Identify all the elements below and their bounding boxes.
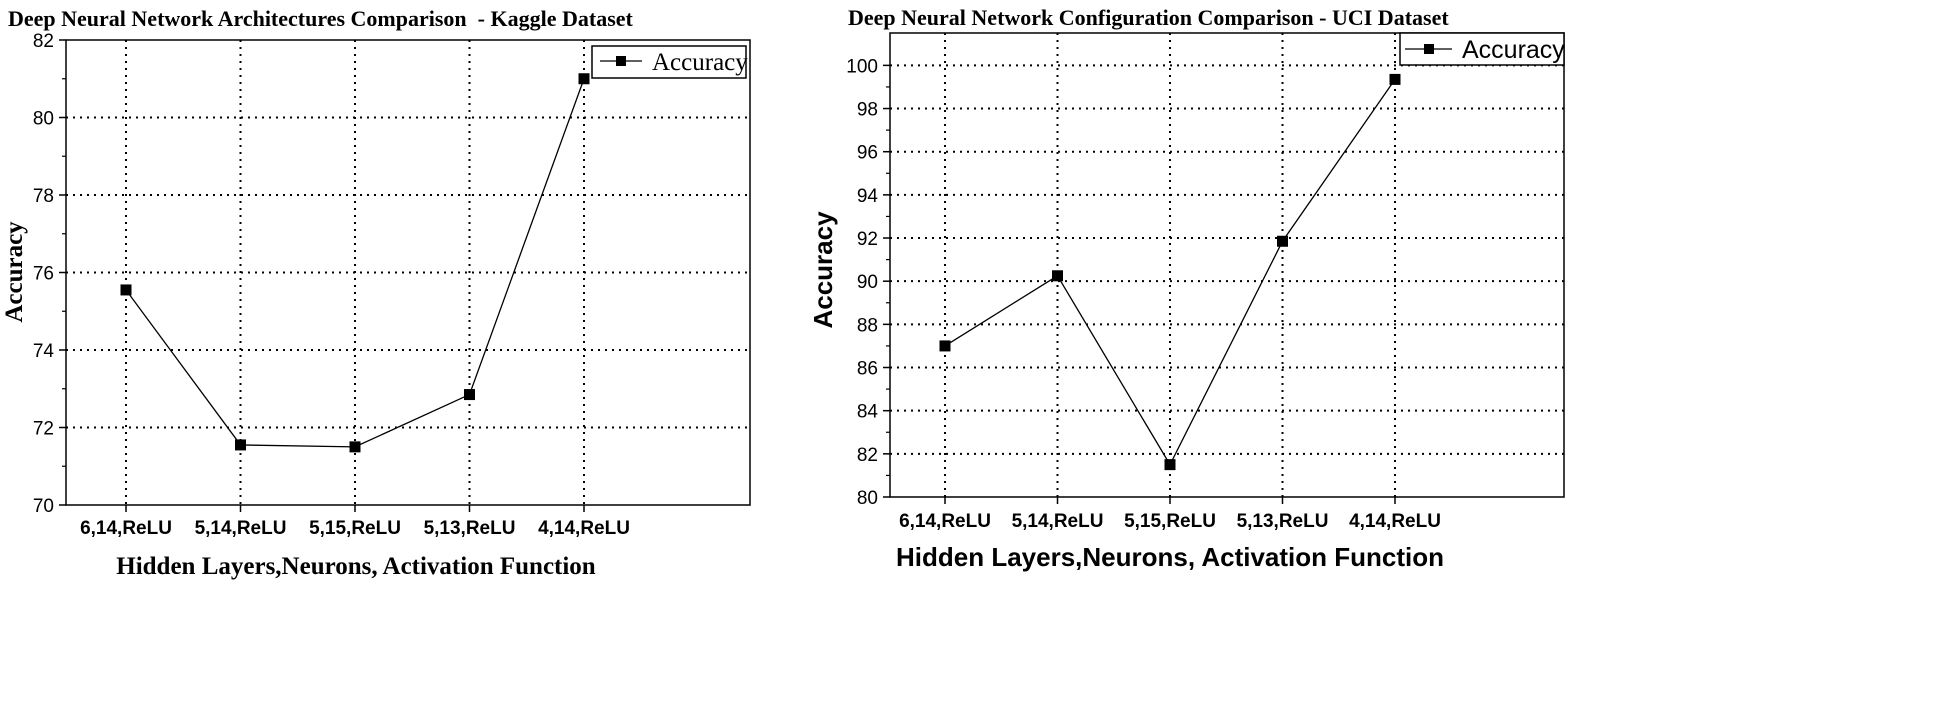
y-axis-title: Accuracy — [808, 211, 838, 329]
y-tick-label: 86 — [857, 359, 878, 380]
y-tick-label: 90 — [857, 272, 878, 293]
legend-label: Accuracy — [652, 49, 748, 76]
y-axis-ticks: 70 72 74 76 78 80 82 — [33, 31, 66, 517]
data-point — [939, 340, 951, 352]
y-tick-label: 76 — [33, 264, 54, 285]
chart-kaggle: Deep Neural Network Architectures Compar… — [1, 6, 751, 580]
grid-lines — [890, 33, 1564, 497]
y-tick-label: 74 — [33, 341, 55, 362]
legend: Accuracy — [591, 45, 748, 79]
y-tick-label: 72 — [33, 419, 54, 440]
y-axis-ticks: 80 82 84 86 88 90 92 94 96 98 100 — [846, 56, 890, 509]
y-tick-label: 78 — [33, 186, 54, 207]
data-point — [349, 441, 361, 453]
x-tick-label: 5,13,ReLU — [424, 518, 516, 539]
y-tick-label: 96 — [857, 143, 878, 164]
y-tick-label: 84 — [857, 402, 879, 423]
y-tick-label: 82 — [33, 31, 54, 52]
y-axis-title: Accuracy — [1, 221, 28, 323]
data-point — [120, 284, 132, 296]
data-point — [464, 389, 475, 401]
y-tick-label: 80 — [857, 488, 878, 509]
data-point — [1052, 270, 1063, 282]
x-tick-label: 5,15,ReLU — [309, 518, 401, 539]
x-tick-label: 5,14,ReLU — [195, 518, 287, 539]
data-point — [1389, 73, 1401, 85]
x-tick-label: 4,14,ReLU — [1349, 511, 1441, 532]
y-tick-label: 98 — [857, 100, 878, 121]
x-tick-label: 5,13,ReLU — [1237, 511, 1329, 532]
series-accuracy — [939, 73, 1401, 471]
x-axis-title: Hidden Layers,Neurons, Activation Functi… — [896, 542, 1444, 572]
grid-lines — [66, 40, 750, 505]
x-tick-label: 6,14,ReLU — [899, 511, 991, 532]
data-point — [1277, 235, 1288, 247]
chart-title: Deep Neural Network Architectures Compar… — [8, 6, 634, 31]
chart-title: Deep Neural Network Configuration Compar… — [848, 5, 1449, 30]
y-tick-label: 100 — [846, 56, 878, 77]
y-tick-label: 82 — [857, 445, 878, 466]
data-point — [578, 73, 590, 85]
y-tick-label: 70 — [33, 496, 54, 517]
y-tick-label: 88 — [857, 315, 878, 336]
plot-frame — [889, 32, 1565, 498]
x-tick-label: 5,14,ReLU — [1012, 511, 1104, 532]
legend-label: Accuracy — [1462, 36, 1565, 64]
y-tick-label: 80 — [33, 109, 54, 130]
x-tick-label: 6,14,ReLU — [80, 518, 172, 539]
legend-marker — [616, 56, 626, 66]
y-tick-label: 94 — [857, 186, 879, 207]
legend: Accuracy — [1399, 32, 1565, 66]
x-tick-label: 4,14,ReLU — [538, 518, 630, 539]
x-axis-ticks: 6,14,ReLU 5,14,ReLU 5,15,ReLU 5,13,ReLU 4,14… — [899, 497, 1441, 532]
x-tick-label: 5,15,ReLU — [1124, 511, 1216, 532]
y-tick-label: 92 — [857, 229, 878, 250]
chart-uci: Deep Neural Network Configuration Compar… — [808, 5, 1565, 572]
data-point — [1164, 459, 1176, 471]
x-axis-ticks: 6,14,ReLU 5,14,ReLU 5,15,ReLU 5,13,ReLU 4,14… — [80, 505, 630, 539]
data-point — [235, 439, 246, 451]
x-axis-title: Hidden Layers,Neurons, Activation Functi… — [116, 553, 596, 580]
legend-marker — [1424, 44, 1434, 54]
series-accuracy — [120, 73, 590, 453]
